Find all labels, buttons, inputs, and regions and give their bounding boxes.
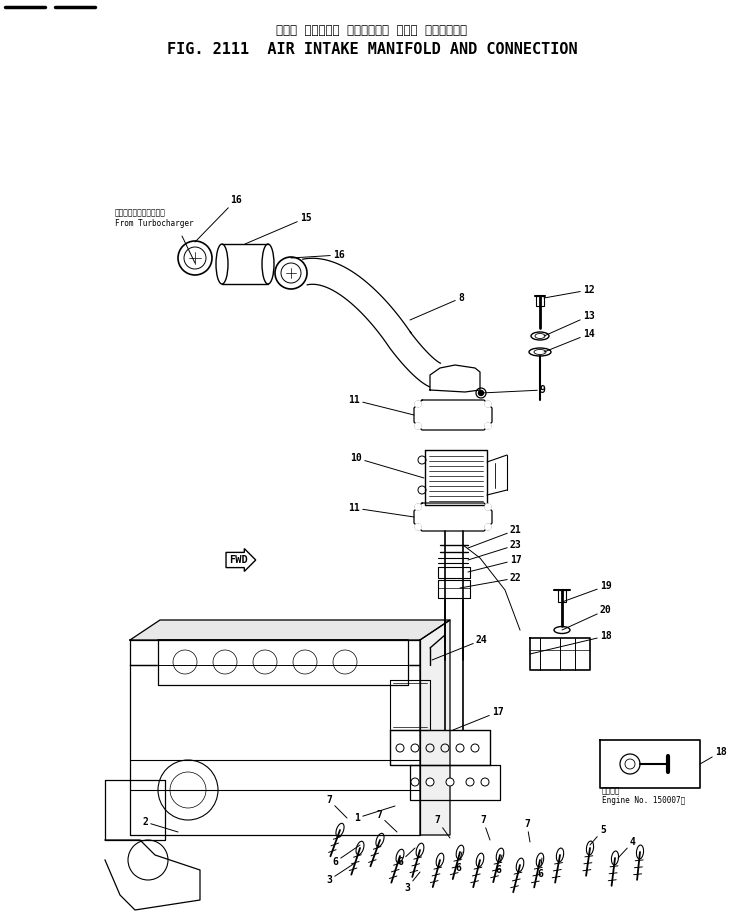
Text: 8: 8	[410, 293, 464, 320]
Ellipse shape	[636, 845, 644, 859]
Text: 19: 19	[562, 581, 612, 602]
Text: 22: 22	[460, 573, 522, 588]
Text: 7: 7	[434, 815, 450, 838]
Text: 6: 6	[455, 852, 462, 873]
Polygon shape	[130, 665, 420, 835]
Text: 16: 16	[291, 250, 345, 260]
Polygon shape	[130, 620, 450, 640]
Ellipse shape	[376, 834, 384, 846]
Ellipse shape	[396, 849, 404, 863]
Bar	[558, 590, 566, 602]
Circle shape	[415, 401, 421, 407]
Ellipse shape	[536, 853, 544, 867]
Ellipse shape	[586, 841, 594, 855]
Ellipse shape	[416, 844, 424, 857]
Text: 7: 7	[326, 795, 347, 818]
Text: エアー  インテーク  マニホールド  および  コネクション: エアー インテーク マニホールド および コネクション	[276, 24, 468, 37]
Text: 12: 12	[544, 285, 595, 298]
Circle shape	[415, 423, 421, 429]
Text: 3: 3	[404, 872, 420, 893]
Circle shape	[485, 423, 491, 429]
Circle shape	[481, 778, 489, 786]
Ellipse shape	[436, 853, 444, 867]
Circle shape	[415, 504, 421, 510]
Text: 17: 17	[468, 555, 522, 572]
Text: 7: 7	[524, 819, 530, 842]
Text: 24: 24	[432, 635, 488, 660]
Circle shape	[485, 504, 491, 510]
Text: 6: 6	[495, 855, 502, 875]
Bar	[536, 296, 544, 306]
Ellipse shape	[496, 848, 504, 862]
Text: ターボチャージャーから: ターボチャージャーから	[115, 208, 166, 217]
Ellipse shape	[336, 823, 344, 836]
Text: 5: 5	[590, 825, 606, 845]
Ellipse shape	[612, 851, 618, 865]
Text: 6: 6	[397, 848, 415, 867]
Text: 7: 7	[376, 810, 397, 832]
Ellipse shape	[356, 841, 364, 855]
Circle shape	[485, 401, 491, 407]
Text: 3: 3	[326, 863, 355, 885]
Circle shape	[446, 778, 454, 786]
Text: 23: 23	[468, 540, 522, 560]
Ellipse shape	[554, 627, 570, 633]
Circle shape	[466, 778, 474, 786]
Text: 18: 18	[700, 747, 727, 764]
Text: From Turbocharger: From Turbocharger	[115, 219, 194, 228]
Text: 15: 15	[245, 213, 311, 244]
Text: 9: 9	[481, 385, 546, 395]
Text: 18: 18	[530, 631, 612, 654]
Ellipse shape	[456, 845, 464, 859]
Text: 13: 13	[544, 311, 595, 336]
Text: 11: 11	[348, 503, 414, 517]
Text: 11: 11	[348, 395, 414, 415]
Polygon shape	[420, 620, 450, 835]
Text: 7: 7	[480, 815, 490, 840]
Text: 適用番号: 適用番号	[602, 786, 621, 795]
Text: 6: 6	[537, 858, 543, 879]
Circle shape	[426, 778, 434, 786]
Circle shape	[415, 524, 421, 530]
Polygon shape	[130, 640, 420, 665]
Text: 4: 4	[618, 837, 636, 858]
Circle shape	[485, 524, 491, 530]
Text: FIG. 2111  AIR INTAKE MANIFOLD AND CONNECTION: FIG. 2111 AIR INTAKE MANIFOLD AND CONNEC…	[167, 42, 577, 58]
Text: 2: 2	[142, 817, 178, 832]
Ellipse shape	[529, 348, 551, 356]
Text: 17: 17	[453, 707, 504, 730]
Ellipse shape	[531, 332, 549, 340]
Text: Engine No. 150007～: Engine No. 150007～	[602, 796, 685, 805]
Text: 16: 16	[195, 195, 241, 242]
Polygon shape	[158, 640, 408, 685]
Ellipse shape	[476, 853, 484, 867]
Text: 10: 10	[350, 453, 424, 478]
Text: 20: 20	[562, 605, 612, 630]
Circle shape	[478, 391, 484, 395]
Text: 1: 1	[354, 806, 395, 823]
Circle shape	[411, 778, 419, 786]
Text: FWD: FWD	[229, 555, 247, 565]
Text: 6: 6	[332, 845, 360, 867]
Text: 14: 14	[544, 329, 595, 352]
Ellipse shape	[557, 848, 564, 862]
Text: 21: 21	[468, 525, 522, 548]
Ellipse shape	[516, 858, 524, 872]
